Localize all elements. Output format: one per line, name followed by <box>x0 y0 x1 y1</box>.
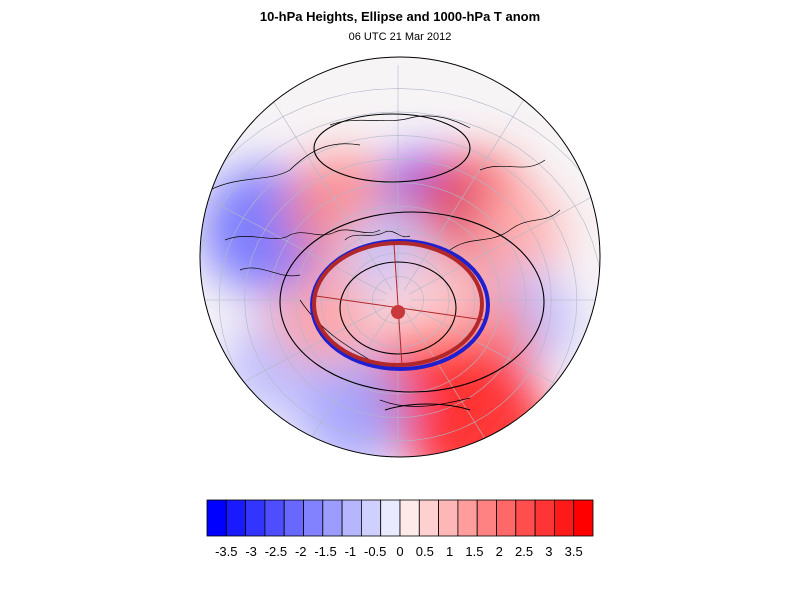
map-subtitle: 06 UTC 21 Mar 2012 <box>348 31 452 43</box>
colorbar-swatch-0 <box>206 499 227 537</box>
colorbar-swatch-1 <box>225 499 247 537</box>
colorbar-swatch-19 <box>573 499 594 537</box>
map-title: 10-hPa Heights, Ellipse and 1000-hPa T a… <box>259 9 541 24</box>
meridian-line-150 <box>404 310 527 457</box>
colorbar-swatch-11 <box>418 499 439 537</box>
meridian-line-330 <box>269 96 392 290</box>
globe-outline <box>199 56 601 458</box>
colorbar-swatch-14 <box>476 499 497 537</box>
meridian-line-210 <box>269 310 392 457</box>
colorbar-tick-label: 3 <box>545 544 552 559</box>
colorbar-swatch-15 <box>496 499 517 537</box>
ellipse-inner <box>312 241 484 367</box>
colorbar-swatch-12 <box>438 499 459 537</box>
vortex-ellipse <box>310 239 490 371</box>
colorbar-tick-label: 3.5 <box>565 544 583 559</box>
colorbar-tick-label: 2 <box>496 544 503 559</box>
colorbar-tick-label: 2.5 <box>515 544 533 559</box>
meridian-line-30 <box>404 96 527 290</box>
colorbar-tick-label: 0.5 <box>416 544 434 559</box>
colorbar-swatch-4 <box>283 499 304 537</box>
colorbar-swatch-16 <box>515 499 536 537</box>
colorbar-swatch-5 <box>303 499 324 537</box>
colorbar-swatch-8 <box>360 499 382 537</box>
colorbar-swatch-9 <box>380 499 401 537</box>
colorbar-tick-label: -2 <box>295 544 307 559</box>
colorbar-swatch-18 <box>554 499 575 537</box>
meridian-line-60 <box>408 182 600 295</box>
colorbar-swatch-10 <box>399 499 420 537</box>
colorbar-swatches <box>206 499 594 537</box>
colorbar-swatch-6 <box>322 499 343 537</box>
colorbar-tick-label: 0 <box>396 544 403 559</box>
colorbar-swatch-13 <box>457 499 478 537</box>
colorbar-swatch-7 <box>341 499 362 537</box>
colorbar-tick-label: -3 <box>245 544 257 559</box>
colorbar-swatch-2 <box>245 499 266 537</box>
ellipse-outer <box>310 239 490 371</box>
colorbar-tick-label: -1 <box>345 544 357 559</box>
ellipse-center-marker <box>391 305 405 319</box>
colorbar-tick-label: -1.5 <box>314 544 336 559</box>
colorbar-tick-label: 1.5 <box>465 544 483 559</box>
colorbar-tick-label: 1 <box>446 544 453 559</box>
colorbar-tick-labels: -3.5 -3 -2.5 -2 -1.5 -1 -0.5 0 0.5 1 1.5 2 2.5 3 3.5 <box>215 544 583 559</box>
colorbar-tick-label: -2.5 <box>265 544 287 559</box>
height-contours <box>279 113 545 411</box>
colorbar-tick-label: -0.5 <box>364 544 386 559</box>
colorbar-swatch-17 <box>534 499 555 537</box>
colorbar-swatch-3 <box>264 499 285 537</box>
colorbar-tick-label: -3.5 <box>215 544 237 559</box>
